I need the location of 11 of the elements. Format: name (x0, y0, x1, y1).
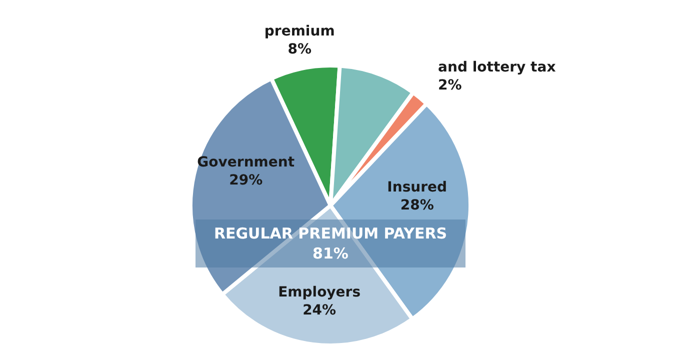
text: 81% (312, 244, 348, 262)
slice-label: Insured (387, 179, 448, 196)
slice-label: premium (264, 23, 335, 40)
slice-label: Employers (278, 284, 361, 301)
text: REGULAR PREMIUM PAYERS (214, 224, 448, 242)
data-label: 8% (288, 41, 312, 58)
data-label: 29% (229, 172, 263, 188)
slice-label: and lottery tax (438, 59, 556, 76)
data-label: 28% (400, 197, 434, 214)
data-label: 2% (438, 77, 462, 94)
data-label: 24% (302, 302, 336, 319)
